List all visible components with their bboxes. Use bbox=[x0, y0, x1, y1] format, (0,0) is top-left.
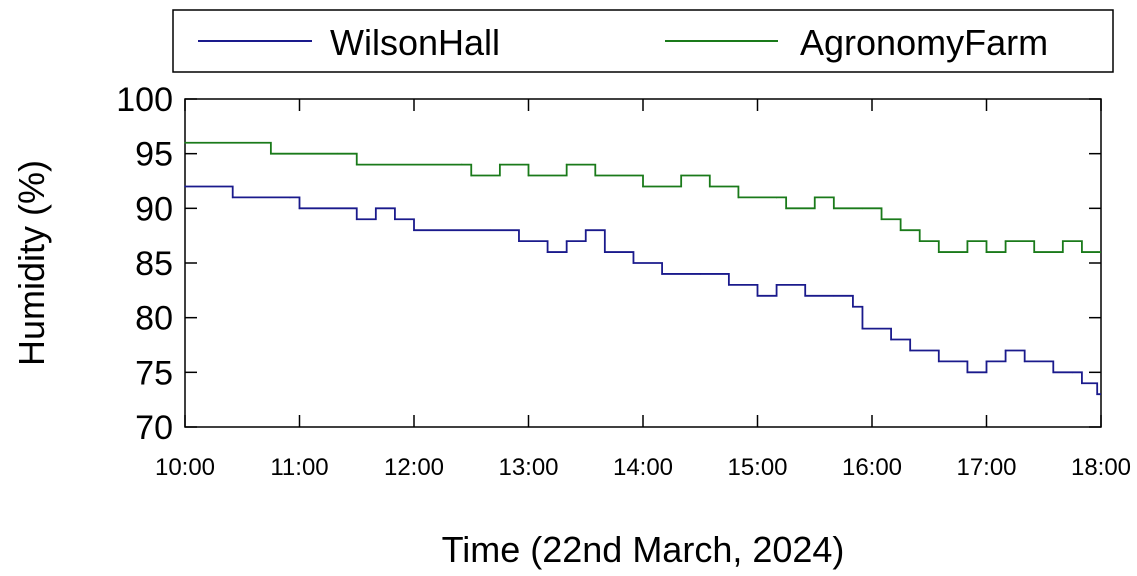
data-point-agronomyfarm bbox=[833, 207, 835, 210]
data-point-wilsonhall bbox=[375, 207, 377, 210]
data-point-agronomyfarm bbox=[1096, 251, 1098, 253]
data-point-agronomyfarm bbox=[642, 185, 644, 188]
data-point-agronomyfarm bbox=[1081, 251, 1083, 253]
data-point-agronomyfarm bbox=[937, 251, 940, 253]
data-point-wilsonhall bbox=[804, 295, 807, 297]
data-point-agronomyfarm bbox=[966, 240, 969, 242]
y-tick-label-90: 90 bbox=[135, 190, 173, 228]
data-point-wilsonhall bbox=[1071, 371, 1074, 374]
y-axis-ticks: 70 75 80 85 90 95 100 bbox=[116, 81, 1101, 447]
data-point-agronomyfarm bbox=[899, 229, 902, 231]
x-tick-label-1200: 12:00 bbox=[384, 454, 444, 481]
data-point-wilsonhall bbox=[394, 218, 396, 221]
series-line-agronomyfarm bbox=[185, 141, 1101, 253]
x-axis-title: Time (22nd March, 2024) bbox=[442, 529, 845, 570]
x-tick-label-1800: 18:00 bbox=[1071, 454, 1131, 481]
data-point-agronomyfarm bbox=[565, 163, 568, 166]
data-point-wilsonhall bbox=[985, 360, 988, 363]
y-tick-label-75: 75 bbox=[135, 354, 173, 392]
data-point-wilsonhall bbox=[489, 229, 492, 231]
data-point-wilsonhall bbox=[604, 251, 606, 253]
legend-label-agronomyfarm: AgronomyFarm bbox=[800, 22, 1048, 63]
data-point-wilsonhall bbox=[756, 295, 759, 297]
data-point-agronomyfarm bbox=[1004, 240, 1007, 242]
data-point-wilsonhall bbox=[565, 240, 568, 242]
data-point-agronomyfarm bbox=[1033, 251, 1036, 253]
data-point-wilsonhall bbox=[413, 229, 415, 231]
data-point-agronomyfarm bbox=[813, 196, 816, 199]
x-tick-label-1300: 13:00 bbox=[498, 454, 558, 481]
data-point-wilsonhall bbox=[1004, 349, 1007, 352]
x-tick-label-1400: 14:00 bbox=[613, 454, 673, 481]
data-point-wilsonhall bbox=[966, 371, 969, 374]
series-layer bbox=[184, 141, 1101, 396]
data-point-wilsonhall bbox=[584, 229, 587, 231]
x-tick-label-1600: 16:00 bbox=[842, 454, 902, 481]
data-point-wilsonhall bbox=[1023, 360, 1026, 363]
data-point-agronomyfarm bbox=[985, 251, 988, 253]
y-axis-title: Humidity (%) bbox=[11, 160, 52, 366]
data-point-wilsonhall bbox=[546, 251, 549, 253]
legend: WilsonHall AgronomyFarm bbox=[172, 9, 1114, 73]
data-point-agronomyfarm bbox=[470, 174, 473, 177]
data-point-agronomyfarm bbox=[775, 196, 778, 199]
data-point-agronomyfarm bbox=[680, 174, 682, 177]
data-point-wilsonhall bbox=[184, 185, 186, 188]
data-point-agronomyfarm bbox=[355, 163, 358, 166]
data-point-agronomyfarm bbox=[594, 174, 597, 177]
y-tick-label-80: 80 bbox=[135, 300, 173, 338]
data-point-wilsonhall bbox=[937, 360, 940, 363]
data-point-wilsonhall bbox=[231, 196, 234, 199]
data-point-wilsonhall bbox=[632, 262, 635, 264]
data-point-agronomyfarm bbox=[785, 207, 787, 210]
data-point-wilsonhall bbox=[355, 218, 358, 221]
x-tick-label-1500: 15:00 bbox=[727, 454, 787, 481]
data-point-agronomyfarm bbox=[184, 141, 186, 144]
data-point-wilsonhall bbox=[1052, 371, 1055, 374]
x-tick-label-1700: 17:00 bbox=[956, 454, 1016, 481]
data-point-agronomyfarm bbox=[460, 163, 463, 166]
data-point-agronomyfarm bbox=[270, 152, 272, 155]
data-point-wilsonhall bbox=[775, 284, 778, 286]
x-tick-label-1100: 11:00 bbox=[270, 454, 328, 481]
y-tick-label-95: 95 bbox=[135, 136, 173, 174]
y-tick-label-85: 85 bbox=[135, 245, 173, 283]
y-tick-label-70: 70 bbox=[135, 409, 173, 447]
data-point-wilsonhall bbox=[890, 338, 892, 341]
legend-frame bbox=[172, 9, 1114, 73]
data-point-wilsonhall bbox=[289, 196, 291, 199]
data-point-wilsonhall bbox=[728, 284, 730, 286]
data-point-agronomyfarm bbox=[527, 174, 530, 177]
x-axis-ticks: 10:00 11:00 12:00 13:00 14:00 15:00 16:00 17:00… bbox=[155, 99, 1131, 481]
data-point-wilsonhall bbox=[861, 327, 864, 330]
data-point-agronomyfarm bbox=[918, 240, 921, 242]
series-line-wilsonhall bbox=[185, 185, 1101, 396]
data-point-wilsonhall bbox=[852, 305, 854, 308]
data-point-wilsonhall bbox=[833, 295, 835, 297]
data-point-agronomyfarm bbox=[880, 218, 883, 221]
data-point-wilsonhall bbox=[909, 349, 911, 352]
data-point-agronomyfarm bbox=[737, 196, 740, 199]
legend-label-wilsonhall: WilsonHall bbox=[330, 22, 500, 63]
data-point-wilsonhall bbox=[699, 273, 702, 275]
data-point-agronomyfarm bbox=[708, 185, 711, 188]
data-point-agronomyfarm bbox=[861, 207, 864, 210]
data-point-agronomyfarm bbox=[336, 152, 339, 155]
data-point-wilsonhall bbox=[661, 273, 663, 275]
data-point-agronomyfarm bbox=[499, 163, 501, 166]
data-point-agronomyfarm bbox=[1062, 240, 1064, 242]
data-point-wilsonhall bbox=[1096, 393, 1098, 396]
data-point-wilsonhall bbox=[518, 240, 520, 242]
data-point-wilsonhall bbox=[298, 207, 301, 210]
data-point-wilsonhall bbox=[1081, 382, 1083, 385]
x-tick-label-1000: 10:00 bbox=[155, 454, 215, 481]
y-tick-label-100: 100 bbox=[116, 81, 173, 119]
